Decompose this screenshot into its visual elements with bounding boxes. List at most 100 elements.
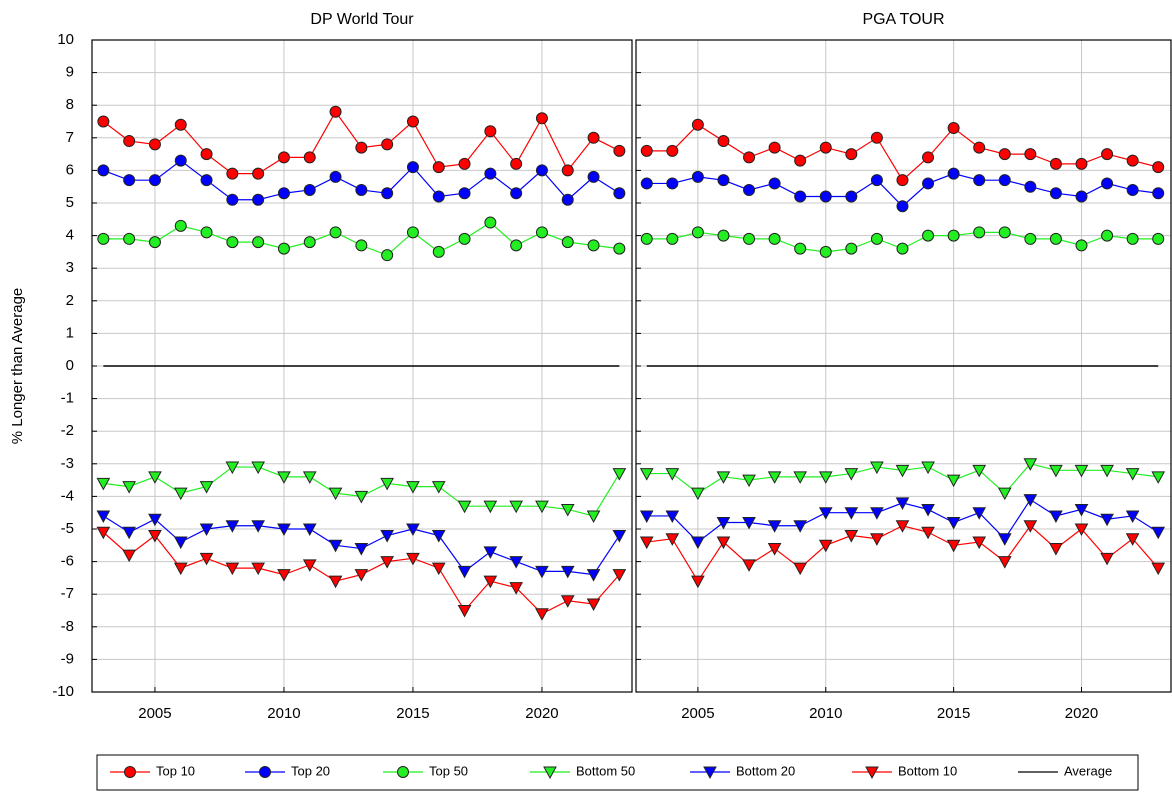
marker <box>870 461 884 475</box>
marker <box>665 510 680 524</box>
marker <box>380 530 394 543</box>
marker <box>329 226 342 239</box>
marker <box>870 232 883 245</box>
marker <box>406 481 420 494</box>
y-axis-label: % Longer than Average <box>9 288 26 445</box>
marker <box>277 187 290 200</box>
marker <box>510 239 523 252</box>
marker <box>845 242 858 255</box>
marker <box>302 559 317 572</box>
marker <box>123 174 136 187</box>
marker <box>432 190 445 203</box>
marker <box>174 154 187 167</box>
marker <box>1049 157 1062 170</box>
marker <box>302 471 317 484</box>
marker <box>691 575 705 589</box>
marker <box>666 232 679 245</box>
marker <box>818 471 833 484</box>
marker <box>997 487 1012 501</box>
marker <box>174 118 187 131</box>
marker <box>406 161 419 174</box>
y-tick-label: 10 <box>57 31 74 48</box>
marker <box>148 530 162 543</box>
x-tick-label: 2015 <box>937 705 970 722</box>
marker <box>1152 187 1165 200</box>
marker <box>277 471 291 484</box>
x-tick-label: 2020 <box>1065 705 1098 722</box>
marker <box>819 245 832 258</box>
marker <box>277 242 290 255</box>
marker <box>587 170 600 183</box>
x-tick-label: 2010 <box>267 705 300 722</box>
marker <box>1023 458 1038 471</box>
marker <box>302 523 317 537</box>
marker <box>200 148 213 161</box>
marker <box>431 562 446 576</box>
y-tick-label: 1 <box>66 324 74 341</box>
marker <box>793 520 808 533</box>
marker <box>329 170 342 183</box>
marker <box>767 543 782 556</box>
marker <box>743 232 756 245</box>
marker <box>1074 523 1089 537</box>
marker <box>717 229 730 242</box>
marker <box>354 569 369 582</box>
marker <box>535 226 548 239</box>
marker <box>148 513 162 527</box>
marker <box>277 523 291 537</box>
marker <box>973 226 986 239</box>
marker <box>703 766 717 780</box>
marker <box>946 474 961 488</box>
marker <box>997 556 1012 569</box>
legend-label: Bottom 20 <box>736 763 795 778</box>
y-tick-label: 4 <box>66 227 74 244</box>
marker <box>561 164 574 177</box>
marker <box>818 507 833 520</box>
marker <box>432 245 445 258</box>
marker <box>561 236 574 249</box>
marker <box>998 174 1011 187</box>
marker <box>998 148 1011 161</box>
marker <box>794 154 807 167</box>
marker <box>716 536 731 550</box>
marker <box>1125 510 1140 524</box>
marker <box>973 141 986 154</box>
marker <box>509 500 523 514</box>
marker <box>355 239 368 252</box>
marker <box>1074 503 1089 517</box>
marker <box>303 183 316 196</box>
marker <box>768 177 781 190</box>
marker <box>896 174 909 187</box>
legend-label: Top 20 <box>291 763 330 778</box>
marker <box>458 232 471 245</box>
marker <box>397 766 409 778</box>
marker <box>717 135 730 148</box>
marker <box>484 167 497 180</box>
y-tick-label: -4 <box>61 487 74 504</box>
marker <box>1151 526 1166 540</box>
y-tick-label: 9 <box>66 64 74 81</box>
marker <box>406 523 420 537</box>
marker <box>148 174 161 187</box>
marker <box>124 766 136 778</box>
y-tick-label: -8 <box>61 618 74 635</box>
marker <box>381 249 394 262</box>
marker <box>1049 543 1063 556</box>
marker <box>845 148 858 161</box>
marker <box>613 242 626 255</box>
y-tick-label: 6 <box>66 161 74 178</box>
marker <box>1075 190 1088 203</box>
marker <box>870 533 884 546</box>
marker <box>431 530 446 543</box>
marker <box>691 226 704 239</box>
marker <box>895 497 910 510</box>
marker <box>510 157 523 170</box>
marker <box>972 507 987 520</box>
marker <box>561 193 574 206</box>
marker <box>483 546 498 559</box>
marker <box>509 582 523 595</box>
marker <box>148 138 161 151</box>
marker <box>947 122 960 135</box>
chart-title: PGA TOUR <box>862 11 944 28</box>
